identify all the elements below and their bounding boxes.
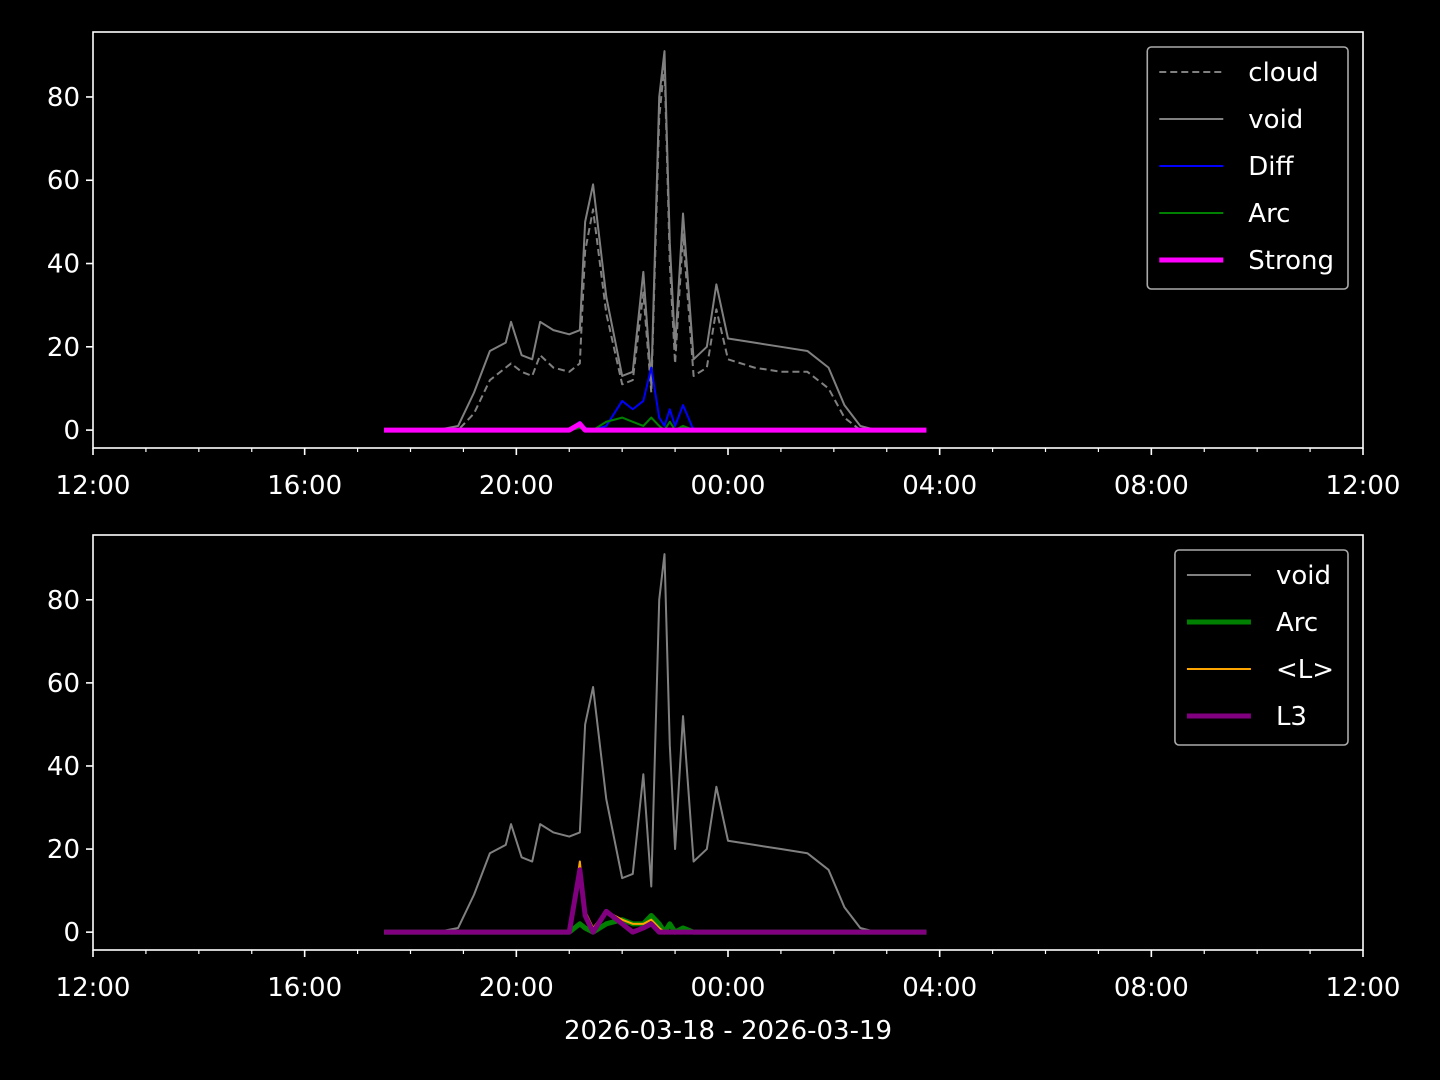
x-tick-label: 04:00	[902, 471, 977, 501]
x-tick-label: 20:00	[479, 471, 554, 501]
x-tick-label: 12:00	[56, 973, 131, 1003]
axes-frame	[92, 534, 1364, 951]
axes: 0 20 40 60 80 12:00 16:00 20:00 00:00 04:00 08:00 1…	[47, 534, 1401, 1046]
legend-label: Strong	[1248, 246, 1334, 276]
series-line	[384, 421, 927, 433]
x-tick-label: 16:00	[267, 471, 342, 501]
series-line	[384, 553, 927, 934]
y-tick-label: 0	[63, 918, 80, 948]
y-tick-label: 40	[47, 250, 80, 280]
x-tick-label: 12:00	[1326, 471, 1401, 501]
series-line	[384, 867, 927, 935]
x-axis-label: 2026-03-18 - 2026-03-19	[564, 1016, 892, 1046]
legend-label: Diff	[1248, 152, 1294, 182]
x-tick-label: 00:00	[691, 973, 766, 1003]
legend: void Arc <L> L3	[1174, 549, 1349, 746]
legend-box	[1146, 46, 1349, 290]
y-tick-label: 20	[47, 835, 80, 865]
legend-label: Arc	[1276, 608, 1318, 638]
x-tick-label: 12:00	[1326, 973, 1401, 1003]
legend-label: void	[1248, 105, 1303, 135]
legend-box	[1174, 549, 1349, 746]
y-tick-label: 80	[47, 83, 80, 113]
x-tick-label: 04:00	[902, 973, 977, 1003]
x-tick-label: 12:00	[56, 471, 131, 501]
x-tick-label: 20:00	[479, 973, 554, 1003]
legend-label: void	[1276, 561, 1331, 591]
y-tick-label: 0	[63, 416, 80, 446]
x-tick-label: 08:00	[1114, 471, 1189, 501]
y-tick-label: 20	[47, 333, 80, 363]
legend-label: Arc	[1248, 199, 1290, 229]
legend-label: <L>	[1276, 655, 1334, 685]
legend: cloud void Diff Arc Strong	[1146, 46, 1349, 290]
y-tick-label: 40	[47, 752, 80, 782]
axes: 0 20 40 60 80 12:00 16:00 20:00 00:00 04:00 08:00 1…	[47, 31, 1401, 501]
y-tick-label: 60	[47, 166, 80, 196]
x-tick-label: 08:00	[1114, 973, 1189, 1003]
legend-label: cloud	[1248, 58, 1318, 88]
series-line	[384, 50, 927, 432]
x-tick-label: 00:00	[691, 471, 766, 501]
legend-label: L3	[1276, 702, 1307, 732]
y-tick-label: 60	[47, 669, 80, 699]
axes-frame	[92, 31, 1364, 449]
y-tick-label: 80	[47, 586, 80, 616]
x-tick-label: 16:00	[267, 973, 342, 1003]
series-line	[384, 62, 927, 432]
